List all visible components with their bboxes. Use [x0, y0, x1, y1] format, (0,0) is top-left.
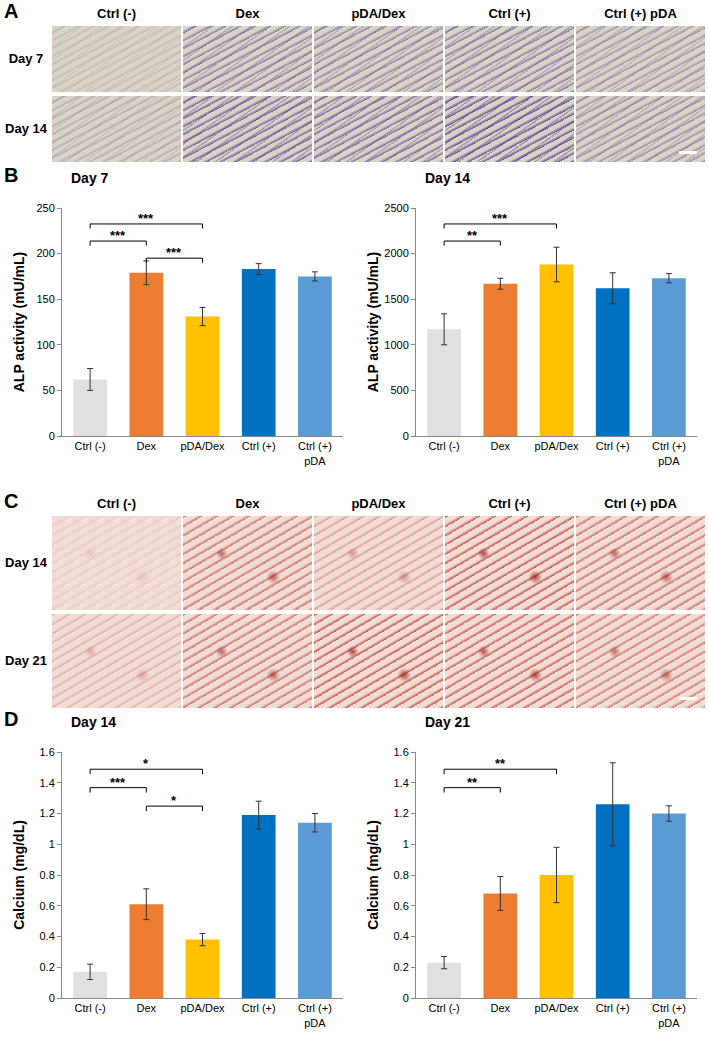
svg-text:150: 150 — [36, 293, 54, 305]
html-text:Dex: Dex — [235, 6, 260, 21]
svg-text:50: 50 — [43, 384, 55, 396]
svg-text:1.2: 1.2 — [394, 807, 409, 819]
svg-text:0.4: 0.4 — [40, 930, 55, 942]
html-text:Day 14: Day 14 — [5, 121, 47, 136]
svg-text:Dex: Dex — [491, 1002, 511, 1014]
svg-text:2500: 2500 — [384, 202, 408, 214]
svg-text:0.8: 0.8 — [394, 869, 409, 881]
html-text:Ctrl (-): Ctrl (-) — [97, 6, 136, 21]
svg-text:Day 14: Day 14 — [425, 170, 470, 186]
svg-text:***: *** — [110, 228, 126, 243]
svg-text:pDA/Dex: pDA/Dex — [534, 1002, 579, 1014]
svg-text:0: 0 — [49, 430, 55, 442]
svg-text:1.4: 1.4 — [40, 777, 55, 789]
svg-text:Day 21: Day 21 — [425, 714, 470, 730]
svg-text:1500: 1500 — [384, 293, 408, 305]
html-text:Ctrl (+) pDA: Ctrl (+) pDA — [604, 6, 677, 21]
svg-text:0.8: 0.8 — [40, 869, 55, 881]
svg-text:**: ** — [467, 228, 478, 243]
svg-text:pDA/Dex: pDA/Dex — [534, 440, 579, 452]
svg-text:***: *** — [166, 245, 182, 260]
svg-text:Dex: Dex — [137, 440, 157, 452]
svg-text:ALP activity (mU/mL): ALP activity (mU/mL) — [365, 252, 381, 393]
svg-text:0: 0 — [49, 992, 55, 1004]
html-text:Day 7: Day 7 — [8, 51, 44, 66]
html-text:pDA/Dex: pDA/Dex — [351, 6, 406, 21]
html-text:Dex: Dex — [235, 496, 260, 511]
svg-text:1.6: 1.6 — [394, 746, 409, 758]
svg-text:Dex: Dex — [137, 1002, 157, 1014]
svg-text:0.4: 0.4 — [394, 930, 409, 942]
svg-text:1.2: 1.2 — [40, 807, 55, 819]
svg-text:200: 200 — [36, 247, 54, 259]
svg-text:Ctrl (+): Ctrl (+) — [596, 440, 630, 452]
svg-text:Calcium (mg/dL): Calcium (mg/dL) — [11, 820, 27, 930]
html-text:Ctrl (+): Ctrl (+) — [488, 496, 531, 511]
svg-text:Ctrl (+): Ctrl (+) — [242, 440, 276, 452]
svg-text:Ctrl (-): Ctrl (-) — [75, 1002, 106, 1014]
html-text:Day 14: Day 14 — [5, 555, 47, 570]
svg-text:pDA/Dex: pDA/Dex — [180, 440, 225, 452]
svg-text:Ctrl (+): Ctrl (+) — [596, 1002, 630, 1014]
svg-text:***: *** — [138, 211, 154, 226]
svg-text:Ctrl (+)pDA: Ctrl (+)pDA — [652, 1002, 686, 1028]
svg-text:pDA/Dex: pDA/Dex — [180, 1002, 225, 1014]
svg-text:1.4: 1.4 — [394, 777, 409, 789]
svg-text:ALP activity (mU/mL): ALP activity (mU/mL) — [11, 252, 27, 393]
svg-text:100: 100 — [36, 339, 54, 351]
svg-text:Ctrl (+)pDA: Ctrl (+)pDA — [298, 1002, 332, 1028]
svg-text:0.2: 0.2 — [40, 961, 55, 973]
svg-text:Ctrl (+)pDA: Ctrl (+)pDA — [652, 440, 686, 466]
svg-text:1.6: 1.6 — [40, 746, 55, 758]
html-text:D: D — [4, 708, 19, 730]
html-text:Ctrl (+): Ctrl (+) — [488, 6, 531, 21]
svg-text:Ctrl (-): Ctrl (-) — [429, 1002, 460, 1014]
svg-text:**: ** — [467, 775, 478, 790]
svg-text:***: *** — [492, 211, 508, 226]
svg-text:0.2: 0.2 — [394, 961, 409, 973]
svg-text:Day 14: Day 14 — [71, 714, 116, 730]
svg-text:Ctrl (+): Ctrl (+) — [242, 1002, 276, 1014]
svg-text:Ctrl (-): Ctrl (-) — [75, 440, 106, 452]
svg-text:0.6: 0.6 — [40, 900, 55, 912]
svg-text:*: * — [171, 793, 177, 808]
html-text:B: B — [4, 164, 19, 186]
svg-text:1: 1 — [403, 838, 409, 850]
svg-text:0: 0 — [403, 992, 409, 1004]
svg-text:1000: 1000 — [384, 339, 408, 351]
svg-text:250: 250 — [36, 202, 54, 214]
svg-text:Ctrl (+)pDA: Ctrl (+)pDA — [298, 440, 332, 466]
svg-text:Dex: Dex — [491, 440, 511, 452]
svg-text:***: *** — [110, 775, 126, 790]
html-text:Ctrl (+) pDA: Ctrl (+) pDA — [604, 496, 677, 511]
svg-text:*: * — [143, 756, 149, 771]
svg-text:Day 7: Day 7 — [71, 170, 109, 186]
svg-text:2000: 2000 — [384, 247, 408, 259]
svg-text:Ctrl (-): Ctrl (-) — [429, 440, 460, 452]
html-text:A: A — [4, 0, 19, 22]
svg-text:**: ** — [495, 756, 506, 771]
svg-text:500: 500 — [390, 384, 408, 396]
svg-text:Calcium (mg/dL): Calcium (mg/dL) — [365, 820, 381, 930]
svg-text:1: 1 — [49, 838, 55, 850]
svg-text:0: 0 — [403, 430, 409, 442]
svg-text:0.6: 0.6 — [394, 900, 409, 912]
html-text:pDA/Dex: pDA/Dex — [351, 496, 406, 511]
html-text:Ctrl (-): Ctrl (-) — [97, 496, 136, 511]
html-text:C: C — [4, 490, 19, 512]
html-text:Day 21: Day 21 — [5, 653, 47, 668]
